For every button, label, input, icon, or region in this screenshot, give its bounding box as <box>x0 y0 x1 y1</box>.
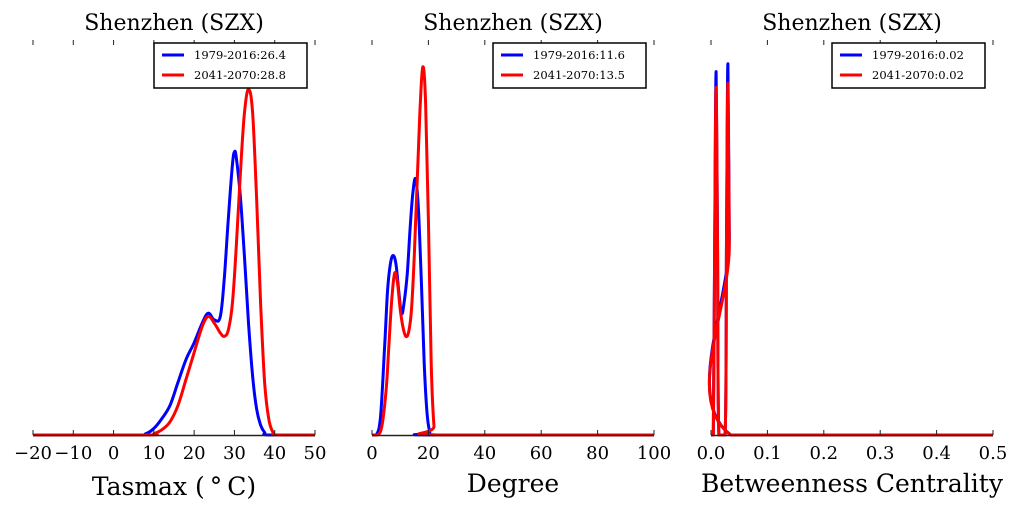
legend: 1979-2016:11.6 2041-2070:13.5 <box>492 42 647 89</box>
legend: 1979-2016:26.4 2041-2070:28.8 <box>153 42 308 89</box>
x-tick-label: 0.5 <box>979 443 1008 464</box>
legend-box <box>492 42 647 89</box>
chart-title: Shenzhen (SZX) <box>423 11 603 36</box>
x-tick-label: 20 <box>417 443 440 464</box>
series-line-future <box>33 87 315 437</box>
x-tick-label: −20 <box>14 443 52 464</box>
panel-degree: Shenzhen (SZX) 0 20 40 60 80 100 Degree 1979-201… <box>366 11 671 498</box>
x-tick-label: 0 <box>366 443 377 464</box>
x-tick-label: 0.3 <box>866 443 895 464</box>
x-tick-label: 60 <box>530 443 553 464</box>
x-tick-label: 30 <box>223 443 246 464</box>
legend-entry-label: 1979-2016:11.6 <box>533 48 625 62</box>
legend-entry-label: 2041-2070:28.8 <box>194 68 286 82</box>
x-tick-label: 80 <box>586 443 609 464</box>
legend-box <box>831 42 986 89</box>
x-tick-label: 0.2 <box>809 443 838 464</box>
x-tick-label: 20 <box>183 443 206 464</box>
x-tick-label: 0.4 <box>922 443 951 464</box>
legend-entry-label: 2041-2070:13.5 <box>533 68 625 82</box>
x-axis-label: Tasmax ( ° C) <box>92 472 256 501</box>
x-axis-label: Degree <box>467 469 559 498</box>
panel-tasmax: Shenzhen (SZX) −20 −10 0 10 20 30 40 50 Tasmax ( … <box>14 11 326 501</box>
legend-box <box>153 42 308 89</box>
chart-title: Shenzhen (SZX) <box>762 11 942 36</box>
x-tick-label: 40 <box>473 443 496 464</box>
x-tick-label: 50 <box>304 443 327 464</box>
x-tick-label: 0.1 <box>753 443 782 464</box>
series-line-historical <box>707 62 993 437</box>
x-tick-label: 10 <box>142 443 165 464</box>
series-line-future <box>372 65 654 437</box>
x-tick-label: −10 <box>54 443 92 464</box>
legend-entry-label: 1979-2016:26.4 <box>194 48 286 62</box>
series-line-historical <box>372 176 654 437</box>
legend: 1979-2016:0.02 2041-2070:0.02 <box>831 42 986 89</box>
series-line-future <box>707 81 993 437</box>
series-line-historical <box>33 149 315 437</box>
panel-betweenness-centrality: Shenzhen (SZX) 0.0 0.1 0.2 0.3 0.4 0.5 Betweenn… <box>697 11 1008 498</box>
legend-entry-label: 2041-2070:0.02 <box>872 68 964 82</box>
x-tick-label: 0 <box>108 443 119 464</box>
chart-title: Shenzhen (SZX) <box>84 11 264 36</box>
x-tick-label: 40 <box>263 443 286 464</box>
x-tick-label: 0.0 <box>697 443 726 464</box>
x-tick-label: 100 <box>637 443 671 464</box>
legend-entry-label: 1979-2016:0.02 <box>872 48 964 62</box>
x-axis-label: Betweenness Centrality <box>701 469 1004 498</box>
